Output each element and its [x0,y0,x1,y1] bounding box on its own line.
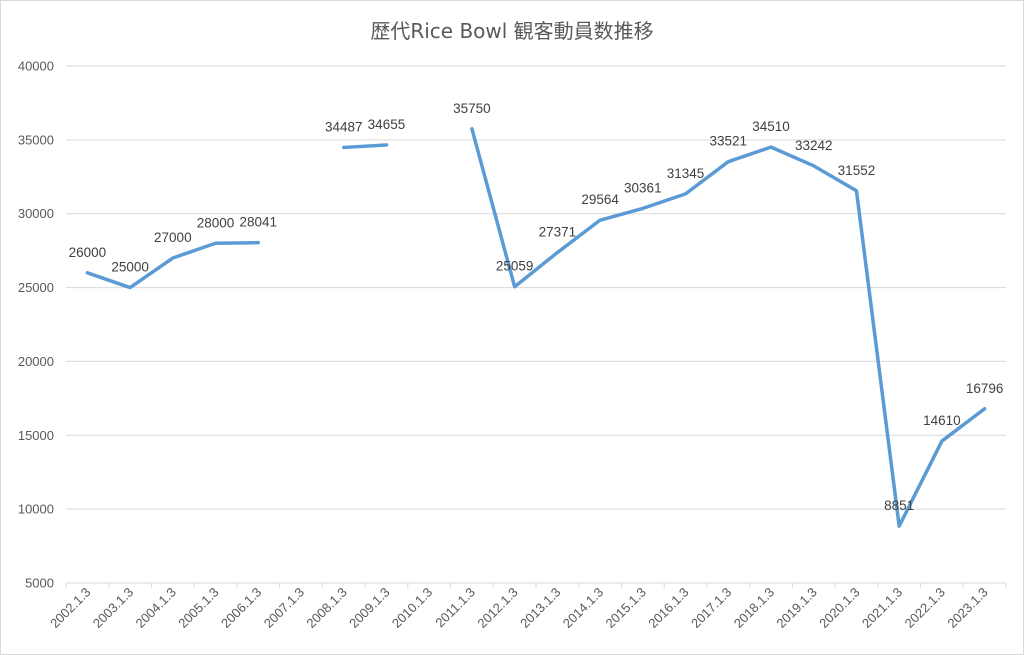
x-tick-label: 2012.1.3 [474,585,520,631]
x-tick-label: 2010.1.3 [389,585,435,631]
y-tick-label: 5000 [25,576,54,591]
x-tick-label: 2019.1.3 [773,585,819,631]
data-label: 16796 [966,381,1004,396]
data-label: 33242 [795,138,833,153]
x-tick-label: 2015.1.3 [603,585,649,631]
data-label: 25059 [496,259,534,274]
y-tick-label: 25000 [18,280,54,295]
data-label: 29564 [581,192,619,207]
data-label: 25000 [111,260,149,275]
x-tick-label: 2021.1.3 [859,585,905,631]
data-label: 31345 [667,166,705,181]
data-label: 14610 [923,413,961,428]
x-tick-label: 2005.1.3 [175,585,221,631]
data-label: 31552 [838,163,876,178]
data-label: 27000 [154,230,192,245]
x-tick-label: 2013.1.3 [517,585,563,631]
y-tick-label: 20000 [18,354,54,369]
data-label: 27371 [539,225,577,240]
data-label: 26000 [69,245,107,260]
x-tick-label: 2014.1.3 [560,585,606,631]
data-label: 35750 [453,101,491,116]
x-tick-label: 2023.1.3 [944,585,990,631]
series-line [341,143,389,150]
data-label: 33521 [709,134,747,149]
x-tick-label: 2016.1.3 [645,585,691,631]
x-tick-label: 2017.1.3 [688,585,734,631]
x-tick-label: 2006.1.3 [218,585,264,631]
series-line [85,240,261,290]
x-tick-label: 2018.1.3 [731,585,777,631]
data-label: 8851 [884,498,914,513]
x-tick-label: 2022.1.3 [902,585,948,631]
y-tick-label: 40000 [18,59,54,74]
x-tick-label: 2004.1.3 [133,585,179,631]
y-tick-label: 10000 [18,502,54,517]
data-label: 34510 [752,119,790,134]
y-tick-label: 35000 [18,132,54,147]
y-tick-label: 15000 [18,428,54,443]
chart-title: 歴代Rice Bowl 観客動員数推移 [370,19,654,43]
x-tick-label: 2002.1.3 [47,585,93,631]
data-label: 34655 [368,117,406,132]
series-line [470,127,987,528]
data-label: 28000 [197,215,235,230]
x-tick-label: 2009.1.3 [346,585,392,631]
x-tick-label: 2003.1.3 [90,585,136,631]
x-tick-label: 2011.1.3 [432,585,478,631]
x-tick-label: 2007.1.3 [261,585,307,631]
data-label: 30361 [624,180,662,195]
data-label: 34487 [325,119,363,134]
y-tick-label: 30000 [18,206,54,221]
x-tick-label: 2008.1.3 [303,585,349,631]
data-label: 28041 [239,215,277,230]
x-tick-label: 2020.1.3 [816,585,862,631]
